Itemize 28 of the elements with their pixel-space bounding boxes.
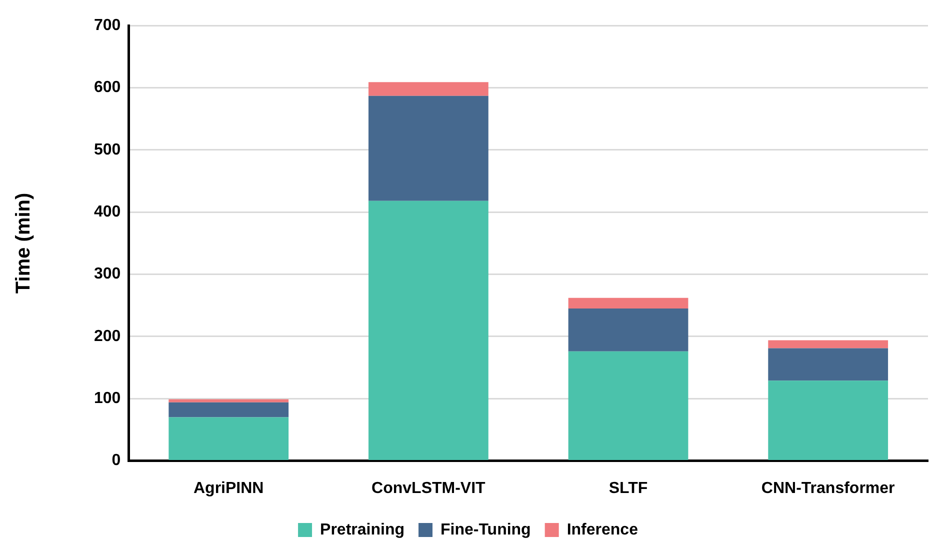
y-tick-label: 500	[94, 141, 121, 158]
bar	[168, 399, 289, 402]
legend-label: Inference	[566, 521, 638, 538]
x-tick-label: SLTF	[608, 480, 648, 497]
legend-label: Fine-Tuning	[440, 521, 531, 538]
bar	[568, 308, 688, 352]
y-axis-title: Time (min)	[12, 192, 35, 294]
bar	[168, 402, 289, 418]
y-tick-label: 300	[94, 266, 121, 283]
bar	[768, 348, 888, 381]
y-tick-label: 100	[94, 390, 121, 408]
bar	[368, 96, 488, 201]
bar	[168, 417, 289, 460]
y-tick-label: 600	[94, 79, 121, 96]
bar	[768, 340, 888, 348]
bar	[568, 351, 688, 460]
y-tick-label: 400	[94, 204, 121, 221]
x-tick-label: ConvLSTM-VIT	[372, 480, 486, 497]
x-tick-label: CNN-Transformer	[761, 480, 895, 497]
x-tick-label: AgriPINN	[193, 480, 264, 497]
y-tick-label: 0	[112, 452, 121, 470]
legend-label: Pretraining	[320, 521, 404, 538]
bar	[368, 200, 488, 460]
bar	[768, 380, 888, 460]
bar	[368, 82, 488, 96]
y-tick-label: 700	[94, 17, 121, 34]
bar	[568, 298, 688, 308]
y-tick-label: 200	[94, 328, 121, 345]
